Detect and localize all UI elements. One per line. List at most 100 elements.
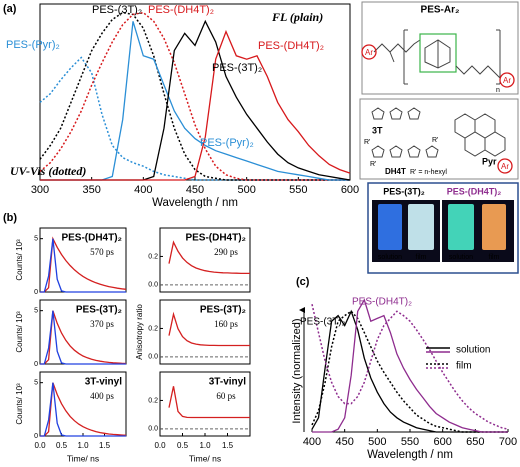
photo-label: PES-(3T)₂ [383,186,425,196]
series-line [311,309,508,433]
x-tick-label: 0.0 [154,441,166,450]
annotation: UV-Vis (dotted) [10,164,86,178]
series-line [40,29,351,181]
substituent: R' [364,139,370,146]
panel-label: (c) [296,276,310,288]
annotation: PES-(3T)₂ [212,62,262,74]
panel-label: (b) [3,212,17,224]
series-line [311,310,508,433]
x-tick-label: 600 [433,436,451,448]
ar-label: Ar [503,76,511,85]
legend-label: film [456,361,472,372]
x-tick-label: 0.5 [56,441,68,450]
photos: PES-(3T)₂ PES-(DH4T)₂ solution film solu… [367,182,519,274]
substituent: R' [370,161,376,168]
annotation: PES-(DH4T)₂ [352,297,412,308]
series-line [40,382,127,437]
plot-title: 3T-vinyl [209,377,246,388]
plot-title: PES-(DH4T)₂ [185,233,246,244]
x-tick-label: 500 [368,436,386,448]
x-tick-label: 1.0 [199,441,211,450]
ar-label: Ar [501,162,509,171]
y-axis-label: Intensity (normalized) [291,318,303,423]
x-tick-label: 400 [303,436,321,448]
series-line [39,56,350,181]
photo-label: PES-(DH4T)₂ [447,186,502,196]
x-tick-label: 650 [466,436,484,448]
plot-subtitle: 570 ps [90,247,114,257]
plot-subtitle: 370 ps [90,319,114,329]
annotation: PES-(Pyr)₂ [6,39,60,51]
structure-label: Pyr [482,156,497,166]
series-line [40,310,126,365]
repeat-n: n [496,87,500,94]
plot-frame [159,227,251,293]
structure-pes: Ar Ar PES-Ar₂ n [361,1,519,95]
structure-label: 3T [372,125,383,135]
series-line [168,386,250,419]
plot-subtitle: 60 ps [216,391,236,401]
plot-frame [39,3,351,181]
y-tick-label: 0.0 [148,282,158,289]
y-tick-label: 0.0 [148,354,158,361]
y-tick-label: 0 [34,361,38,368]
x-tick-label: 1.5 [99,441,111,450]
plot-frame [159,299,251,365]
substituent: R' [432,137,438,144]
photo-caption: solution [378,254,402,261]
series-line [40,382,126,437]
x-tick-label: 1.5 [222,441,234,450]
y-tick-label: 0.2 [148,325,158,332]
y-tick-label: 5 [34,380,38,387]
panel-label: (a) [3,3,17,15]
annotation: PES-(Pyr)₂ [200,137,254,149]
legend-label: solution [456,345,490,356]
series-line [40,310,127,365]
ar-label: Ar [365,48,373,57]
y-tick-label: 0.2 [148,253,158,260]
y-tick-label: 5 [34,308,38,315]
series-line [311,304,509,430]
series-line [40,236,127,293]
photo-caption: film [489,254,500,261]
x-tick-label: 500 [237,184,255,196]
x-tick-label: 700 [499,436,517,448]
x-axis-label: Time/ ns [189,453,221,463]
y-tick-label: 0.2 [148,397,158,404]
series-line [40,238,126,293]
series-line [168,240,250,275]
x-axis-label: Wavelength / nm [152,197,238,209]
y-axis-label: Counts/ 10³ [15,311,24,353]
x-axis-label: Time/ ns [67,453,99,463]
x-tick-label: 400 [134,184,152,196]
structure-label: DH4T [385,167,406,176]
y-axis-label: Counts/ 10³ [15,383,24,425]
series-line [39,11,350,181]
x-tick-label: 350 [82,184,100,196]
plot-title: 3T-vinyl [85,377,122,388]
y-axis-label: Anisotropy ratio [135,304,144,360]
y-tick-label: 0.0 [148,426,158,433]
plot-title: PES-(DH4T)₂ [61,233,122,244]
plot-subtitle: 160 ps [214,319,238,329]
series-line [168,311,250,347]
x-tick-label: 450 [335,436,353,448]
annotation: PES-(DH4T)₂ [148,4,214,16]
annotation: PES-(3T)₂ [92,4,142,16]
photo-caption: film [416,254,427,261]
y-axis-label: Counts/ 10³ [15,239,24,281]
plot-title: PES-(3T)₂ [76,305,122,316]
annotation: PES-(DH4T)₂ [258,40,324,52]
x-tick-label: 0.5 [177,441,189,450]
structure-title: PES-Ar₂ [421,5,460,16]
x-tick-label: 0.0 [34,441,46,450]
series-line [39,11,350,181]
x-axis-label: Wavelength / nm [367,449,453,461]
x-tick-label: 550 [289,184,307,196]
x-tick-label: 600 [341,184,359,196]
plot-subtitle: 400 ps [90,391,114,401]
x-tick-label: 550 [401,436,419,448]
annotation: FL (plain) [271,10,323,24]
structure-chromophores: Ar 3T DH4T R' = n-hexyl R' R' R' Pyr [359,98,519,180]
